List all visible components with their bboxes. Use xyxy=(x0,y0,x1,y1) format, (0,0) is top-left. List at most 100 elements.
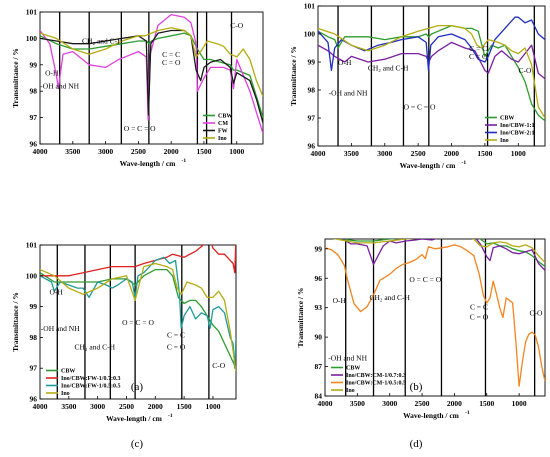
legend-entry: Ino xyxy=(346,388,355,394)
y-tick-label: 99 xyxy=(315,244,323,253)
band-annotation: C = O xyxy=(162,58,181,67)
legend-entry: CBW xyxy=(346,366,360,372)
band-annotation: O-H xyxy=(45,68,59,77)
legend-entry: Ino/CBW:CM-1/0.5:0.5 xyxy=(346,381,406,387)
x-tick-label: 2000 xyxy=(444,149,459,158)
x-tick-label: 2500 xyxy=(411,149,426,158)
series-line xyxy=(335,239,545,268)
x-tick-label: 4000 xyxy=(311,149,326,158)
x-tick-label: 4000 xyxy=(33,147,48,156)
x-tick-label: 1500 xyxy=(479,399,494,408)
y-tick-label: 100 xyxy=(26,271,38,280)
x-tick-label: 1500 xyxy=(477,149,492,158)
x-axis-label: Wave-length / cm xyxy=(120,159,177,168)
series-line xyxy=(341,239,545,271)
y-tick-label: 93 xyxy=(315,303,323,312)
legend-entry: Ino/CBW-1:1 xyxy=(500,123,534,129)
y-tick-label: 97 xyxy=(30,113,38,122)
x-tick-label: 1000 xyxy=(229,147,244,156)
series-line xyxy=(325,244,545,387)
band-annotation: C = C xyxy=(469,44,487,53)
band-annotation: CH₂ and C-H xyxy=(74,343,115,352)
x-tick-label: 3000 xyxy=(377,149,392,158)
band-annotation: C = C xyxy=(470,303,488,312)
panel-label: (a) xyxy=(131,381,144,393)
series-line xyxy=(318,24,545,119)
y-tick-label: 96 xyxy=(308,142,316,151)
series-line xyxy=(332,239,545,264)
series-line xyxy=(40,256,236,369)
x-tick-label: 3500 xyxy=(61,402,76,411)
y-tick-label: 90 xyxy=(315,333,323,342)
x-tick-label: 1000 xyxy=(511,149,526,158)
band-annotation: O-H xyxy=(49,287,63,296)
x-tick-label: 2500 xyxy=(119,402,134,411)
band-annotation: CH₂ and C-H xyxy=(82,37,123,46)
y-tick-label: 101 xyxy=(304,2,316,11)
y-tick-label: 96 xyxy=(30,395,38,404)
series-line xyxy=(40,262,236,372)
legend-entry: Ino xyxy=(218,136,227,142)
series-group xyxy=(318,16,545,122)
series-line xyxy=(318,24,545,122)
series-group xyxy=(40,13,263,134)
y-tick-label: 99 xyxy=(308,58,316,67)
legend-entry: CM xyxy=(218,121,228,127)
chart-panel: 4000 3500 3000 2500 2000 1500 1000 96 97 98 99 100 1… xyxy=(289,2,546,393)
band-annotation: C = C xyxy=(162,50,180,59)
y-tick-label: 100 xyxy=(304,30,316,39)
y-tick-label: 97 xyxy=(308,114,316,123)
band-annotation: -OH and NH xyxy=(329,89,368,98)
x-tick-label: 3500 xyxy=(65,147,80,156)
series-line xyxy=(40,29,263,124)
x-tick-label: 4000 xyxy=(33,402,48,411)
panel-label: (d) xyxy=(410,438,423,450)
series-line xyxy=(318,41,545,80)
series-line xyxy=(40,32,263,118)
y-axis-label: Transmittance / % xyxy=(296,288,305,348)
y-tick-label: 87 xyxy=(315,362,323,371)
band-annotation: O-H xyxy=(333,296,347,305)
y-tick-label: 101 xyxy=(26,241,38,250)
band-annotation: C = O xyxy=(470,312,489,321)
x-tick-label: 1500 xyxy=(196,147,211,156)
y-tick-label: 96 xyxy=(30,140,38,149)
legend-entry: Ino/CBW:CM-1/0.7:0.3 xyxy=(346,373,406,379)
y-tick-label: 99 xyxy=(30,302,38,311)
plot-frame xyxy=(39,11,264,145)
band-annotation: C-O xyxy=(529,309,543,318)
series-line xyxy=(40,27,263,97)
chart-panel: 4000 3500 3000 2500 2000 1500 1000 96 97 98 99 100 1… xyxy=(11,8,264,393)
y-tick-label: 98 xyxy=(308,86,316,95)
y-tick-label: 100 xyxy=(26,34,38,43)
y-axis-label: Transmittance / % xyxy=(11,292,20,352)
y-tick-label: 97 xyxy=(30,364,38,373)
band-annotation: CH₂ and C-H xyxy=(369,293,410,302)
series-group xyxy=(325,239,545,387)
plot-frame xyxy=(39,244,237,400)
x-tick-label: 2500 xyxy=(415,399,430,408)
x-axis-label-exponent: -1 xyxy=(465,410,470,416)
y-axis-label: Transmittance / % xyxy=(11,48,20,108)
y-tick-label: 98 xyxy=(30,333,38,342)
y-tick-label: 101 xyxy=(26,8,38,17)
x-tick-label: 3000 xyxy=(98,147,113,156)
x-tick-label: 1500 xyxy=(177,402,192,411)
band-annotation: C-O xyxy=(212,361,226,370)
x-tick-label: 4000 xyxy=(318,399,333,408)
x-tick-label: 2000 xyxy=(148,402,163,411)
x-tick-label: 2000 xyxy=(447,399,462,408)
band-annotation: C = O xyxy=(469,52,488,61)
legend-entry: Ino xyxy=(500,138,509,144)
legend-entry: CBW xyxy=(61,369,75,375)
chart-panel: 4000 3500 3000 2500 2000 1500 1000 84 87 90 93 96 99… xyxy=(296,238,546,450)
y-tick-label: 98 xyxy=(30,87,38,96)
y-axis-label: Transmittance / % xyxy=(289,46,298,106)
legend-entry: Ino xyxy=(61,391,70,397)
x-tick-label: 2000 xyxy=(164,147,179,156)
series-line xyxy=(318,16,545,72)
band-annotation: -OH and NH xyxy=(40,82,79,91)
x-tick-label: 3500 xyxy=(344,149,359,158)
